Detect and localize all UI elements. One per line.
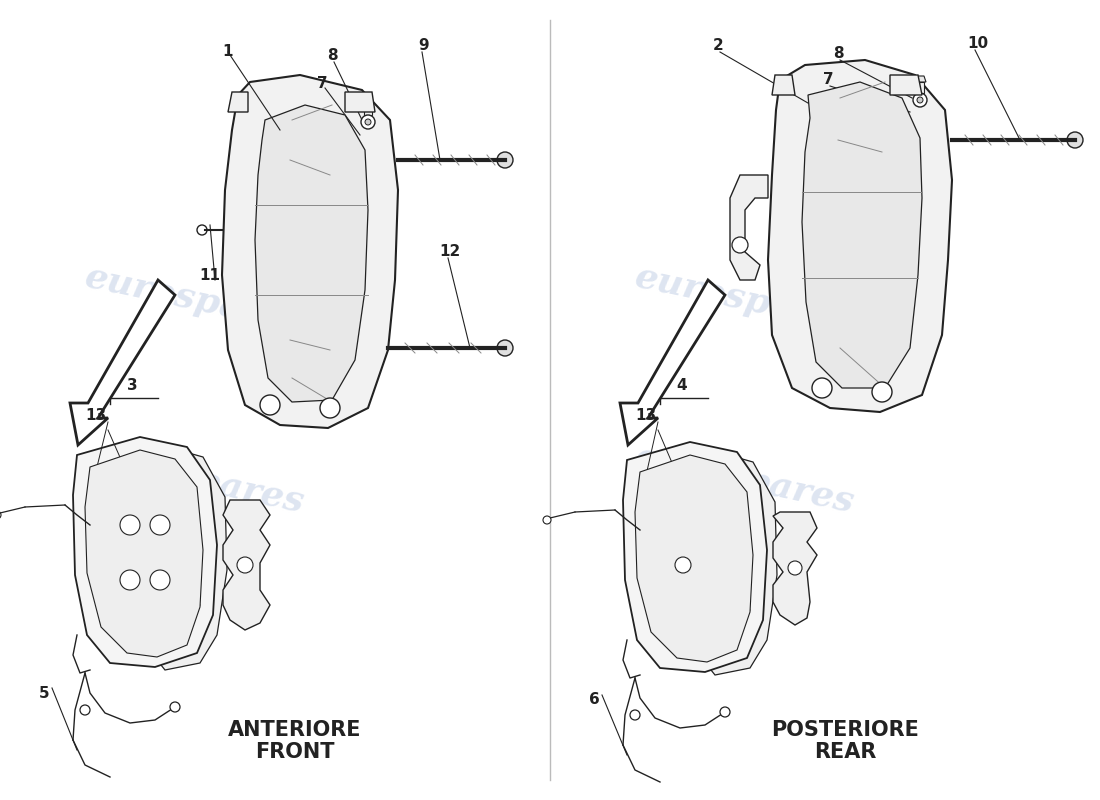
Circle shape xyxy=(732,237,748,253)
Circle shape xyxy=(872,382,892,402)
Text: FRONT: FRONT xyxy=(255,742,334,762)
Text: 13: 13 xyxy=(636,407,657,422)
Circle shape xyxy=(497,152,513,168)
Polygon shape xyxy=(914,76,926,82)
Text: 11: 11 xyxy=(199,267,220,282)
Text: POSTERIORE: POSTERIORE xyxy=(771,720,918,740)
Polygon shape xyxy=(223,500,270,630)
Circle shape xyxy=(170,702,180,712)
Polygon shape xyxy=(364,104,372,115)
Circle shape xyxy=(236,557,253,573)
Polygon shape xyxy=(228,92,248,112)
Circle shape xyxy=(777,78,791,92)
Polygon shape xyxy=(730,175,768,280)
Circle shape xyxy=(260,395,280,415)
Text: eurospares: eurospares xyxy=(82,260,308,340)
Circle shape xyxy=(120,515,140,535)
Text: 7: 7 xyxy=(823,73,834,87)
Circle shape xyxy=(1067,132,1084,148)
Circle shape xyxy=(899,78,913,92)
Text: REAR: REAR xyxy=(814,742,877,762)
Polygon shape xyxy=(773,512,817,625)
Circle shape xyxy=(497,340,513,356)
Circle shape xyxy=(365,119,371,125)
Text: 6: 6 xyxy=(588,693,600,707)
Text: 2: 2 xyxy=(713,38,724,54)
Circle shape xyxy=(80,705,90,715)
Circle shape xyxy=(720,707,730,717)
Text: 8: 8 xyxy=(327,47,338,62)
Polygon shape xyxy=(222,75,398,428)
Text: 12: 12 xyxy=(439,245,461,259)
Polygon shape xyxy=(73,437,217,667)
Circle shape xyxy=(320,398,340,418)
Polygon shape xyxy=(802,82,922,388)
Text: 9: 9 xyxy=(419,38,429,54)
Circle shape xyxy=(353,95,367,109)
Text: eurospares: eurospares xyxy=(632,260,858,340)
Circle shape xyxy=(150,570,170,590)
Circle shape xyxy=(197,225,207,235)
Text: 13: 13 xyxy=(86,407,107,422)
Text: eurospares: eurospares xyxy=(82,440,308,520)
Polygon shape xyxy=(362,98,374,104)
Circle shape xyxy=(788,561,802,575)
Circle shape xyxy=(543,516,551,524)
Circle shape xyxy=(630,710,640,720)
Polygon shape xyxy=(916,82,924,93)
Polygon shape xyxy=(703,448,777,675)
Text: 4: 4 xyxy=(676,378,688,393)
Polygon shape xyxy=(153,443,227,670)
Polygon shape xyxy=(345,92,375,112)
Circle shape xyxy=(150,515,170,535)
Text: 1: 1 xyxy=(222,45,233,59)
Polygon shape xyxy=(890,75,922,95)
Circle shape xyxy=(913,93,927,107)
Polygon shape xyxy=(620,280,725,445)
Text: 8: 8 xyxy=(833,46,844,61)
Polygon shape xyxy=(85,450,204,657)
Text: 3: 3 xyxy=(126,378,138,393)
Circle shape xyxy=(917,97,923,103)
Circle shape xyxy=(361,115,375,129)
Circle shape xyxy=(675,557,691,573)
Polygon shape xyxy=(635,455,754,662)
Text: ANTERIORE: ANTERIORE xyxy=(229,720,362,740)
Circle shape xyxy=(233,95,248,109)
Polygon shape xyxy=(255,105,368,402)
Polygon shape xyxy=(623,442,767,672)
Text: 10: 10 xyxy=(967,37,989,51)
Polygon shape xyxy=(70,280,175,445)
Text: 7: 7 xyxy=(317,75,328,90)
Text: 5: 5 xyxy=(39,686,50,702)
Circle shape xyxy=(812,378,832,398)
Polygon shape xyxy=(768,60,952,412)
Text: eurospares: eurospares xyxy=(632,440,858,520)
Circle shape xyxy=(120,570,140,590)
Polygon shape xyxy=(772,75,795,95)
